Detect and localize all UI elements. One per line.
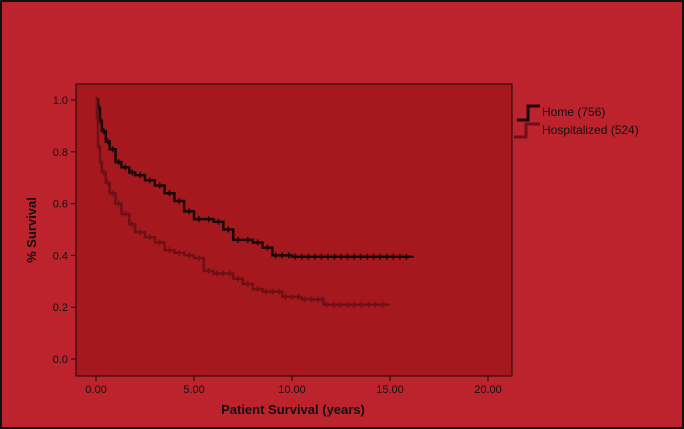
y-axis-title: % Survival <box>24 197 39 263</box>
legend-marker-home <box>517 104 540 122</box>
plot-area <box>75 83 513 377</box>
legend-label-hospitalized: Hospitalized (524) <box>542 123 639 137</box>
y-tick-label: 0.2 <box>53 302 68 314</box>
legend-marker-hospitalized <box>514 122 540 139</box>
y-tick-label: 0.8 <box>53 147 68 159</box>
x-tick-label: 15.00 <box>376 384 404 396</box>
legend: Home (756) Hospitalized (524) <box>514 104 639 139</box>
y-tick-label: 1.0 <box>53 95 68 107</box>
x-tick-label: 0.00 <box>85 384 106 396</box>
y-tick-label: 0.6 <box>53 199 68 211</box>
x-axis: 0.00 5.00 10.00 15.00 20.00 <box>85 376 502 396</box>
x-tick-label: 5.00 <box>183 384 204 396</box>
series-layer <box>95 97 414 308</box>
x-axis-title: Patient Survival (years) <box>221 402 365 417</box>
x-tick-label: 20.00 <box>474 384 502 396</box>
legend-label-home: Home (756) <box>542 105 605 119</box>
y-axis: 0.0 0.2 0.4 0.6 0.8 1.0 <box>53 95 76 366</box>
y-tick-label: 0.4 <box>53 250 68 262</box>
y-tick-label: 0.0 <box>53 354 68 366</box>
x-tick-label: 10.00 <box>278 384 306 396</box>
